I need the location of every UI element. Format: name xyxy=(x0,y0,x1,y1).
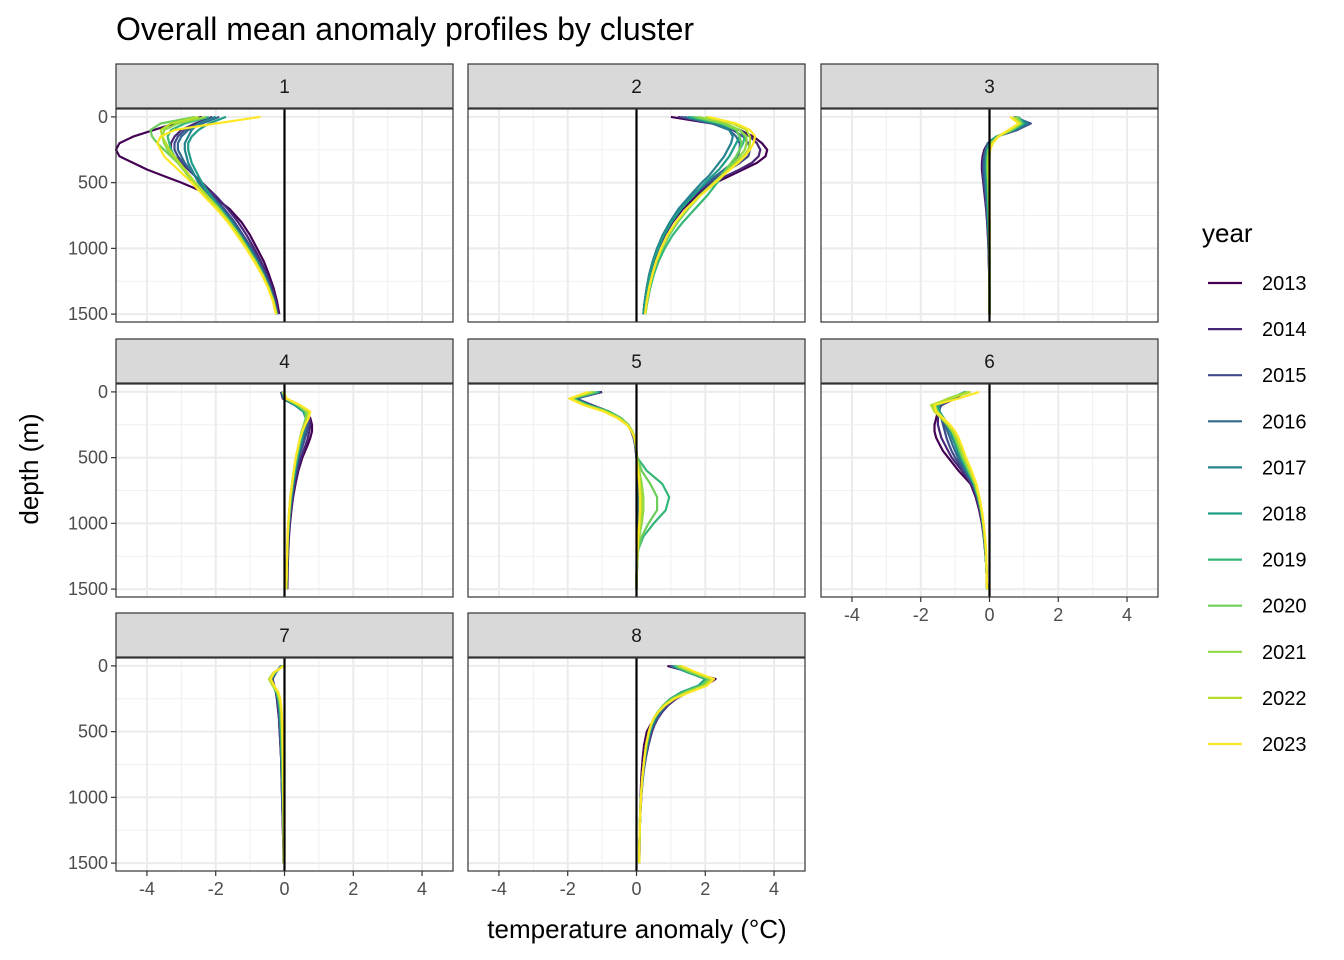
x-tick-label: 0 xyxy=(279,879,289,899)
legend-label: 2022 xyxy=(1262,688,1307,710)
y-axis-title: depth (m) xyxy=(14,413,44,524)
legend: year 2013 2014 2015 2016 2017 2018 2019 2020 202… xyxy=(1202,218,1307,756)
y-tick-label: 0 xyxy=(98,382,108,402)
legend-item-2013: 2013 xyxy=(1208,273,1307,295)
y-tick-label: 500 xyxy=(78,722,108,742)
x-tick-label: -2 xyxy=(913,605,929,625)
legend-label: 2023 xyxy=(1262,734,1307,756)
facet-1: 1 0 500 1000 1500 xyxy=(68,63,454,324)
series-line-2023 xyxy=(644,115,757,315)
series-line-2023 xyxy=(638,664,716,864)
legend-label: 2018 xyxy=(1262,504,1307,526)
facet-strip xyxy=(820,63,1159,109)
legend-label: 2014 xyxy=(1262,319,1307,341)
series-line-2018 xyxy=(642,115,741,315)
panel-border xyxy=(115,108,454,323)
x-tick-label: 2 xyxy=(348,879,358,899)
facet-8: 8 -4 -2 0 2 4 xyxy=(467,612,806,899)
legend-label: 2016 xyxy=(1262,411,1307,433)
facet-strip xyxy=(467,612,806,658)
facet-2: 2 xyxy=(467,63,806,323)
y-tick-label: 500 xyxy=(78,173,108,193)
facet-4: 4 0 500 1000 1500 xyxy=(68,338,454,599)
panel-border xyxy=(820,108,1159,323)
x-tick-label: -2 xyxy=(208,879,224,899)
legend-item-2020: 2020 xyxy=(1208,596,1307,618)
facet-grid: 1 0 500 1000 1500 2 3 4 0 500 1000 1500 5 6 -4 -2 0 2 4 7 0 5… xyxy=(68,63,1159,899)
legend-item-2022: 2022 xyxy=(1208,688,1307,710)
facet-5: 5 xyxy=(467,338,806,598)
y-tick-label: 1000 xyxy=(68,238,108,258)
facet-3: 3 xyxy=(820,63,1159,323)
x-tick-label: 0 xyxy=(984,605,994,625)
facet-strip-label: 2 xyxy=(631,77,642,98)
facet-7: 7 0 500 1000 1500 -4 -2 0 2 4 xyxy=(68,612,454,899)
legend-label: 2020 xyxy=(1262,596,1307,618)
facet-strip xyxy=(820,338,1159,384)
series-line-2023 xyxy=(282,391,312,590)
legend-label: 2019 xyxy=(1262,550,1307,572)
y-tick-label: 0 xyxy=(98,107,108,127)
x-tick-label: -2 xyxy=(560,879,576,899)
x-tick-label: -4 xyxy=(139,879,155,899)
legend-label: 2015 xyxy=(1262,365,1307,387)
x-tick-label: 4 xyxy=(769,879,779,899)
legend-label: 2021 xyxy=(1262,642,1307,664)
legend-item-2018: 2018 xyxy=(1208,504,1307,526)
x-tick-label: 4 xyxy=(417,879,427,899)
panel-border xyxy=(467,383,806,598)
x-tick-label: 4 xyxy=(1122,605,1132,625)
legend-item-2016: 2016 xyxy=(1208,411,1307,433)
facet-strip-label: 8 xyxy=(631,626,642,647)
legend-item-2019: 2019 xyxy=(1208,550,1307,572)
series-line-2023 xyxy=(156,115,277,315)
legend-label: 2017 xyxy=(1262,457,1307,479)
series-line-2023 xyxy=(933,390,989,590)
y-tick-label: 1500 xyxy=(68,304,108,324)
legend-item-2017: 2017 xyxy=(1208,457,1307,479)
legend-item-2021: 2021 xyxy=(1208,642,1307,664)
x-tick-label: 0 xyxy=(631,879,641,899)
facet-strip xyxy=(467,338,806,384)
y-tick-label: 500 xyxy=(78,448,108,468)
x-axis-title: temperature anomaly (°C) xyxy=(487,914,786,944)
facet-strip-label: 1 xyxy=(279,77,290,98)
facet-strip xyxy=(115,612,454,658)
y-tick-label: 1000 xyxy=(68,513,108,533)
legend-label: 2013 xyxy=(1262,273,1307,295)
legend-item-2023: 2023 xyxy=(1208,734,1307,756)
legend-title: year xyxy=(1202,218,1253,248)
facet-6: 6 -4 -2 0 2 4 xyxy=(820,338,1159,625)
panel-border xyxy=(467,108,806,323)
legend-item-2014: 2014 xyxy=(1208,319,1307,341)
series-line-2019 xyxy=(644,115,746,315)
series-line-2013 xyxy=(114,115,281,315)
facet-strip xyxy=(467,63,806,109)
x-tick-label: -4 xyxy=(491,879,507,899)
x-tick-label: 2 xyxy=(1053,605,1063,625)
y-tick-label: 1000 xyxy=(68,787,108,807)
facet-strip-label: 3 xyxy=(984,77,995,98)
facet-strip-label: 7 xyxy=(279,626,290,647)
x-tick-label: 2 xyxy=(700,879,710,899)
facet-strip-label: 6 xyxy=(984,352,995,373)
legend-item-2015: 2015 xyxy=(1208,365,1307,387)
facet-strip-label: 5 xyxy=(631,352,642,373)
x-tick-label: -4 xyxy=(844,605,860,625)
y-tick-label: 1500 xyxy=(68,853,108,873)
facet-strip-label: 4 xyxy=(279,352,290,373)
chart-title: Overall mean anomaly profiles by cluster xyxy=(116,11,694,47)
panel-border xyxy=(115,383,454,598)
facet-strip xyxy=(115,338,454,384)
facet-strip xyxy=(115,63,454,109)
y-tick-label: 0 xyxy=(98,656,108,676)
y-tick-label: 1500 xyxy=(68,579,108,599)
